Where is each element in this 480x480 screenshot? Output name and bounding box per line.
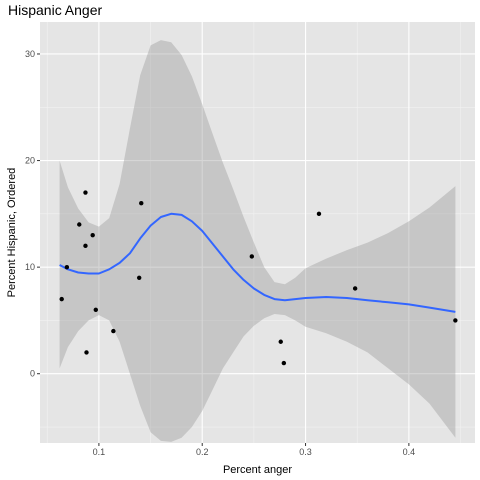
chart-title: Hispanic Anger xyxy=(8,2,103,18)
data-point xyxy=(453,318,458,323)
y-tick-label: 30 xyxy=(25,49,35,59)
data-point xyxy=(84,350,89,355)
data-point xyxy=(136,275,142,280)
x-tick-label: 0.2 xyxy=(196,447,209,457)
y-tick-label: 20 xyxy=(25,156,35,166)
data-point xyxy=(77,222,82,227)
data-point xyxy=(83,190,88,195)
data-point xyxy=(93,307,98,312)
confidence-ribbon xyxy=(59,40,456,442)
x-tick-label: 0.1 xyxy=(93,447,106,457)
x-tick-label: 0.4 xyxy=(403,447,416,457)
x-tick-label: 0.3 xyxy=(299,447,312,457)
smooth-line xyxy=(59,212,456,313)
data-point xyxy=(64,264,70,270)
data-point xyxy=(352,286,358,291)
data-point xyxy=(139,200,144,206)
data-point xyxy=(111,328,116,334)
data-point xyxy=(59,296,64,302)
y-axis-ticks: 0 10 20 30 xyxy=(25,49,40,379)
x-axis-ticks: 0.1 0.2 0.3 0.4 xyxy=(93,443,415,457)
data-point xyxy=(90,232,95,238)
x-axis-label: Percent anger xyxy=(223,464,292,476)
y-tick-label: 10 xyxy=(25,262,35,272)
data-point xyxy=(249,254,255,259)
plot-panel xyxy=(40,22,475,443)
grid-minor xyxy=(40,22,475,443)
data-point xyxy=(278,339,283,344)
y-tick-label: 0 xyxy=(30,369,35,379)
data-point xyxy=(83,243,88,249)
data-point xyxy=(316,211,322,217)
data-point xyxy=(281,360,287,366)
data-points xyxy=(59,190,458,366)
y-axis-label: Percent Hispanic, Ordered xyxy=(6,168,18,298)
